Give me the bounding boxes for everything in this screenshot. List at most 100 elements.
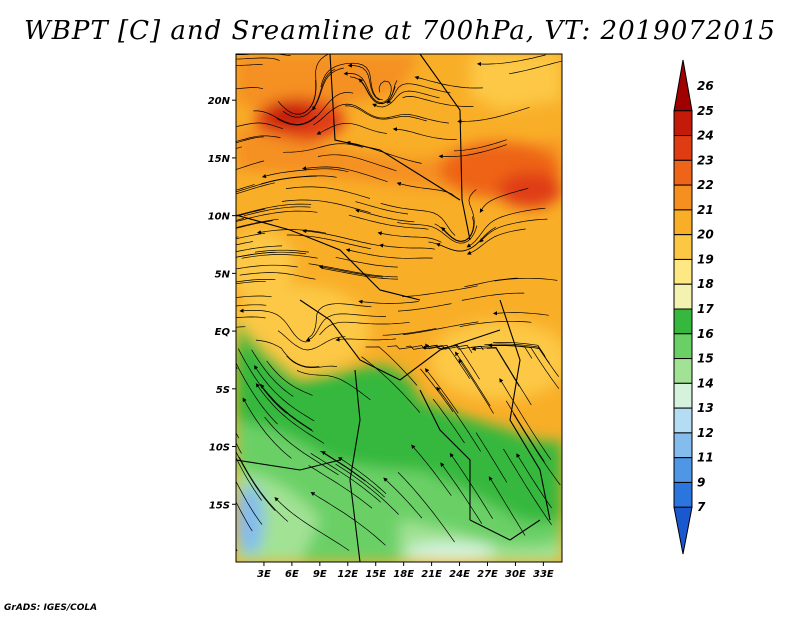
streamline: [267, 394, 314, 432]
streamline: [241, 254, 318, 259]
streamline: [236, 501, 253, 532]
streamline: [484, 343, 559, 377]
streamline: [236, 432, 240, 439]
streamline: [277, 330, 346, 351]
streamline: [276, 91, 354, 126]
lat-tick-label: 10N: [208, 212, 231, 223]
streamline: [236, 203, 312, 217]
streamline: [313, 103, 389, 126]
map-title: WBPT [C] and Sreamline at 700hPa, VT: 20…: [24, 16, 776, 46]
colorbar-label: 14: [697, 376, 714, 390]
streamline: [239, 457, 289, 522]
streamline: [488, 476, 526, 536]
credit-label: GrADS: IGES/COLA: [4, 603, 98, 613]
streamline: [440, 462, 483, 524]
streamline: [397, 303, 452, 312]
colorbar-label: 7: [697, 500, 706, 514]
streamline: [470, 345, 533, 359]
streamline: [513, 413, 561, 486]
streamline: [348, 214, 429, 230]
streamline: [402, 321, 479, 335]
streamline: [438, 144, 507, 159]
streamline: [414, 75, 483, 89]
streamline: [382, 328, 437, 336]
streamline: [239, 308, 310, 343]
streamline: [255, 383, 325, 444]
streamline: [236, 136, 264, 144]
streamline: [461, 292, 525, 301]
colorbar-label: 24: [697, 129, 714, 143]
colorbar-label: 17: [697, 302, 714, 316]
streamline: [466, 228, 526, 255]
lon-tick-label: 27E: [477, 569, 498, 580]
colorbar: 26 25 24 23 22 21 20 19 18 17 16 15 14 13 12 11 9 7: [673, 59, 714, 555]
streamline: [236, 547, 238, 552]
streamline: [236, 264, 298, 270]
country-border: [419, 389, 471, 520]
streamline: [420, 368, 454, 413]
streamline: [322, 268, 399, 280]
streamline: [236, 362, 278, 425]
streamline: [387, 113, 449, 124]
streamline: [499, 378, 552, 460]
streamline: [335, 256, 398, 268]
streamline: [236, 304, 267, 307]
country-border: [419, 54, 471, 241]
colorbar-label: 12: [697, 426, 714, 440]
streamline: [508, 60, 562, 75]
streamline: [281, 199, 371, 214]
streamline: [236, 451, 276, 511]
streamline: [236, 122, 284, 130]
streamline: [406, 344, 484, 351]
streamline: [320, 62, 380, 100]
streamline: [318, 265, 383, 278]
latitude-axis: 20N 15N 10N 5N EQ 5S 10S 15S: [208, 96, 236, 511]
lat-tick-label: 10S: [209, 443, 230, 454]
streamline: [425, 343, 470, 379]
streamline: [343, 71, 392, 104]
streamline: [377, 231, 442, 243]
streamline: [372, 90, 440, 108]
streamline: [236, 280, 266, 285]
streamline: [345, 105, 427, 122]
streamline: [449, 452, 493, 519]
colorbar-label: 13: [697, 401, 714, 415]
lon-tick-label: 21E: [421, 569, 442, 580]
lat-tick-label: 5S: [216, 385, 230, 396]
streamline: [236, 64, 263, 67]
streamline: [380, 203, 456, 236]
streamline: [392, 127, 457, 140]
streamline: [300, 54, 329, 115]
lon-tick-label: 30E: [505, 569, 526, 580]
colorbar-label: 9: [697, 475, 705, 489]
streamline: [479, 187, 529, 213]
streamline: [464, 277, 518, 288]
colorbar-segment: [673, 184, 693, 211]
colorbar-segment: [673, 283, 693, 310]
streamline: [317, 154, 397, 172]
colorbar-label: 26: [697, 79, 714, 93]
country-border: [329, 54, 461, 201]
streamline: [335, 337, 396, 342]
streamline: [459, 320, 532, 327]
lon-tick-label: 6E: [285, 569, 299, 580]
streamline: [253, 110, 317, 125]
colorbar-segment: [673, 358, 693, 384]
streamline: [312, 67, 344, 111]
streamline: [435, 226, 496, 252]
streamline: [285, 186, 371, 199]
streamline: [236, 457, 262, 501]
colorbar-label: 15: [697, 352, 714, 366]
streamline: [236, 251, 277, 258]
country-border: [349, 369, 361, 562]
streamline: [302, 228, 380, 246]
streamline: [310, 453, 381, 503]
country-border: [499, 299, 551, 521]
country-border: [469, 519, 541, 541]
streamline: [355, 208, 415, 223]
streamline: [236, 208, 265, 217]
lat-tick-label: EQ: [215, 327, 231, 338]
streamline: [260, 383, 313, 431]
colorbar-segment: [673, 457, 693, 483]
